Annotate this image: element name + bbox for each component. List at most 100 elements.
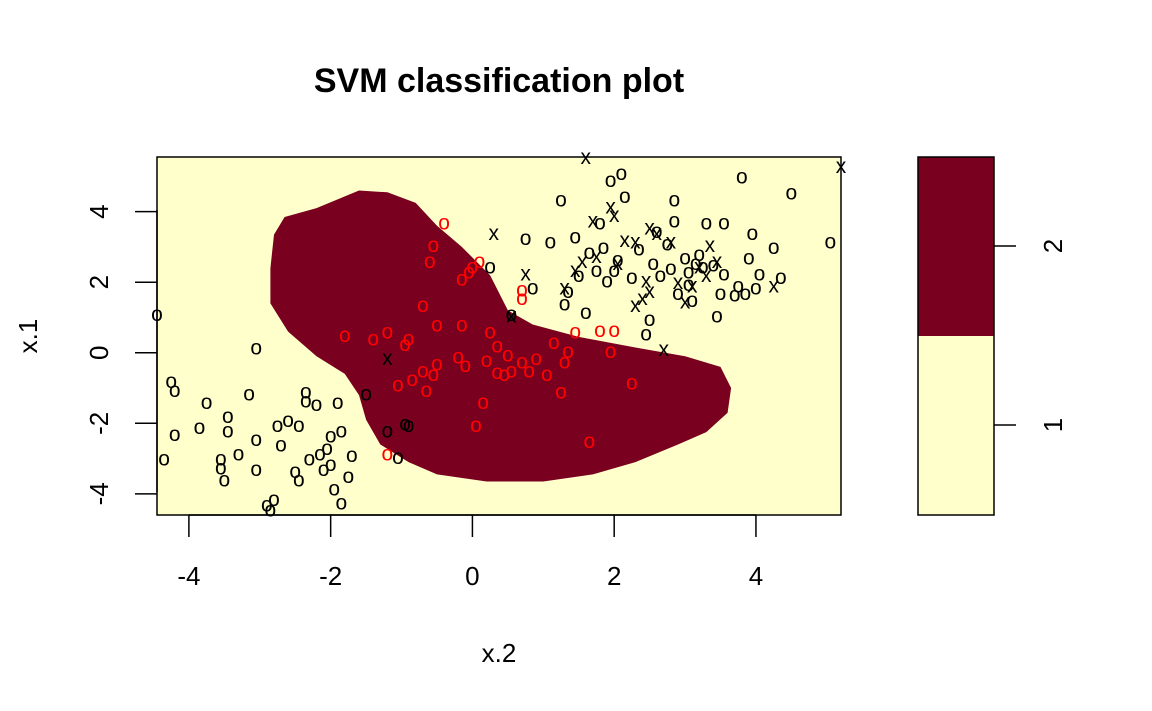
point-class-1-x-12: x: [630, 231, 641, 254]
point-class-1-o-54: o: [573, 264, 585, 287]
point-class-2-o-14: o: [431, 352, 443, 375]
point-class-2-o-22: o: [467, 255, 479, 278]
point-class-2-o-3: o: [382, 442, 394, 465]
point-class-1-o-18: o: [265, 499, 277, 522]
point-class-1-x-7: x: [591, 245, 602, 268]
point-class-1-x-21: x: [673, 271, 684, 294]
point-class-1-o-30: o: [314, 442, 326, 465]
point-class-2-o-32: o: [506, 359, 518, 382]
point-class-1-o-71: o: [651, 220, 663, 243]
point-class-1-x-30: x: [506, 305, 517, 328]
point-class-1-o-13: o: [243, 382, 255, 405]
point-class-1-o-23: o: [289, 460, 301, 483]
point-class-2-o-44: o: [584, 430, 596, 453]
point-class-2-o-41: o: [559, 351, 571, 374]
point-class-2-o-10: o: [420, 379, 432, 402]
point-class-1-o-65: o: [619, 185, 631, 208]
point-class-1-x-0: x: [488, 222, 499, 245]
point-class-1-o-15: o: [250, 428, 262, 451]
point-class-2-o-33: o: [516, 351, 528, 374]
point-class-1-x-20: x: [666, 231, 677, 254]
point-class-2-o-35: o: [516, 278, 528, 301]
point-class-1-o-83: o: [693, 243, 705, 266]
point-class-1-o-9: o: [218, 469, 230, 492]
point-class-1-o-10: o: [222, 419, 234, 442]
point-class-1-o-32: o: [321, 437, 333, 460]
point-class-2-o-27: o: [484, 321, 496, 344]
point-class-1-o-34: o: [325, 453, 337, 476]
point-class-2-o-39: o: [548, 331, 560, 354]
x-axis: -4 -2 0 2 4: [177, 514, 763, 591]
point-class-2-o-37: o: [530, 347, 542, 370]
point-class-1-o-4: o: [169, 423, 181, 446]
legend-label-1: 1: [1038, 418, 1068, 432]
point-class-2-o-38: o: [541, 363, 553, 386]
point-class-1-o-49: o: [545, 231, 557, 254]
point-class-1-o-36: o: [332, 391, 344, 414]
point-class-1-o-6: o: [201, 391, 213, 414]
point-class-1-o-19: o: [268, 488, 280, 511]
point-class-1-o-33: o: [325, 425, 337, 448]
point-class-1-o-16: o: [250, 458, 262, 481]
point-class-1-o-50: o: [555, 188, 567, 211]
point-class-1-o-26: o: [300, 381, 312, 404]
point-class-1-o-86: o: [708, 254, 720, 277]
point-class-2-o-24: o: [474, 250, 486, 273]
point-class-1-o-68: o: [640, 322, 652, 345]
point-class-1-o-58: o: [594, 211, 606, 234]
point-class-1-o-27: o: [300, 389, 312, 412]
point-class-1-o-41: o: [360, 382, 372, 405]
point-class-1-o-89: o: [718, 262, 730, 285]
point-class-1-o-78: o: [679, 247, 691, 270]
point-class-1-x-3: x: [570, 259, 581, 282]
point-class-1-o-69: o: [644, 308, 656, 331]
point-class-1-o-81: o: [686, 289, 698, 312]
x-tick-label-4: 4: [749, 561, 763, 591]
point-class-1-o-98: o: [754, 262, 766, 285]
point-class-2-o-25: o: [477, 391, 489, 414]
point-class-1-o-24: o: [293, 469, 305, 492]
point-class-1-x-1: x: [520, 262, 531, 285]
point-class-1-o-7: o: [215, 456, 227, 479]
point-class-2-o-8: o: [417, 359, 429, 382]
point-class-1-x-19: x: [659, 338, 670, 361]
point-class-1-x-28: x: [768, 275, 779, 298]
point-class-1-o-1: o: [158, 448, 170, 471]
point-class-1-x-31: x: [382, 347, 393, 370]
point-class-2-o-36: o: [523, 359, 535, 382]
point-class-1-x-8: x: [605, 195, 616, 218]
legend-level-1-swatch: [918, 336, 994, 515]
point-class-1-o-99: o: [768, 236, 780, 259]
point-class-1-x-25: x: [701, 264, 712, 287]
point-class-2-o-11: o: [424, 250, 436, 273]
point-class-2-o-43: o: [569, 321, 581, 344]
point-class-1-o-70: o: [647, 252, 659, 275]
point-class-1-x-10: x: [612, 252, 623, 275]
point-class-1-o-84: o: [697, 255, 709, 278]
point-class-1-o-94: o: [739, 282, 751, 305]
point-class-2-o-42: o: [562, 340, 574, 363]
point-class-2-o-13: o: [428, 363, 440, 386]
point-class-2-o-1: o: [367, 328, 379, 351]
point-class-1-o-67: o: [633, 238, 645, 261]
point-class-1-o-74: o: [665, 257, 677, 280]
point-class-2-o-45: o: [594, 319, 606, 342]
point-class-1-o-11: o: [222, 405, 234, 428]
y-tick-label-4: 4: [84, 204, 114, 218]
point-class-2-o-29: o: [491, 335, 503, 358]
point-class-1-o-55: o: [580, 301, 592, 324]
point-class-1-o-82: o: [690, 252, 702, 275]
point-class-1-o-20: o: [272, 414, 284, 437]
point-class-2-o-7: o: [406, 368, 418, 391]
point-class-1-o-46: o: [484, 255, 496, 278]
point-class-2-o-30: o: [498, 363, 510, 386]
point-class-1-o-66: o: [626, 266, 638, 289]
color-legend: 1 2: [917, 156, 1068, 516]
y-tick-label-3: 2: [84, 275, 114, 289]
point-class-1-o-39: o: [343, 465, 355, 488]
legend-label-2: 2: [1038, 239, 1068, 253]
point-class-1-o-38: o: [335, 419, 347, 442]
point-class-1-x-11: x: [620, 229, 631, 252]
point-class-1-x-18: x: [651, 222, 662, 245]
